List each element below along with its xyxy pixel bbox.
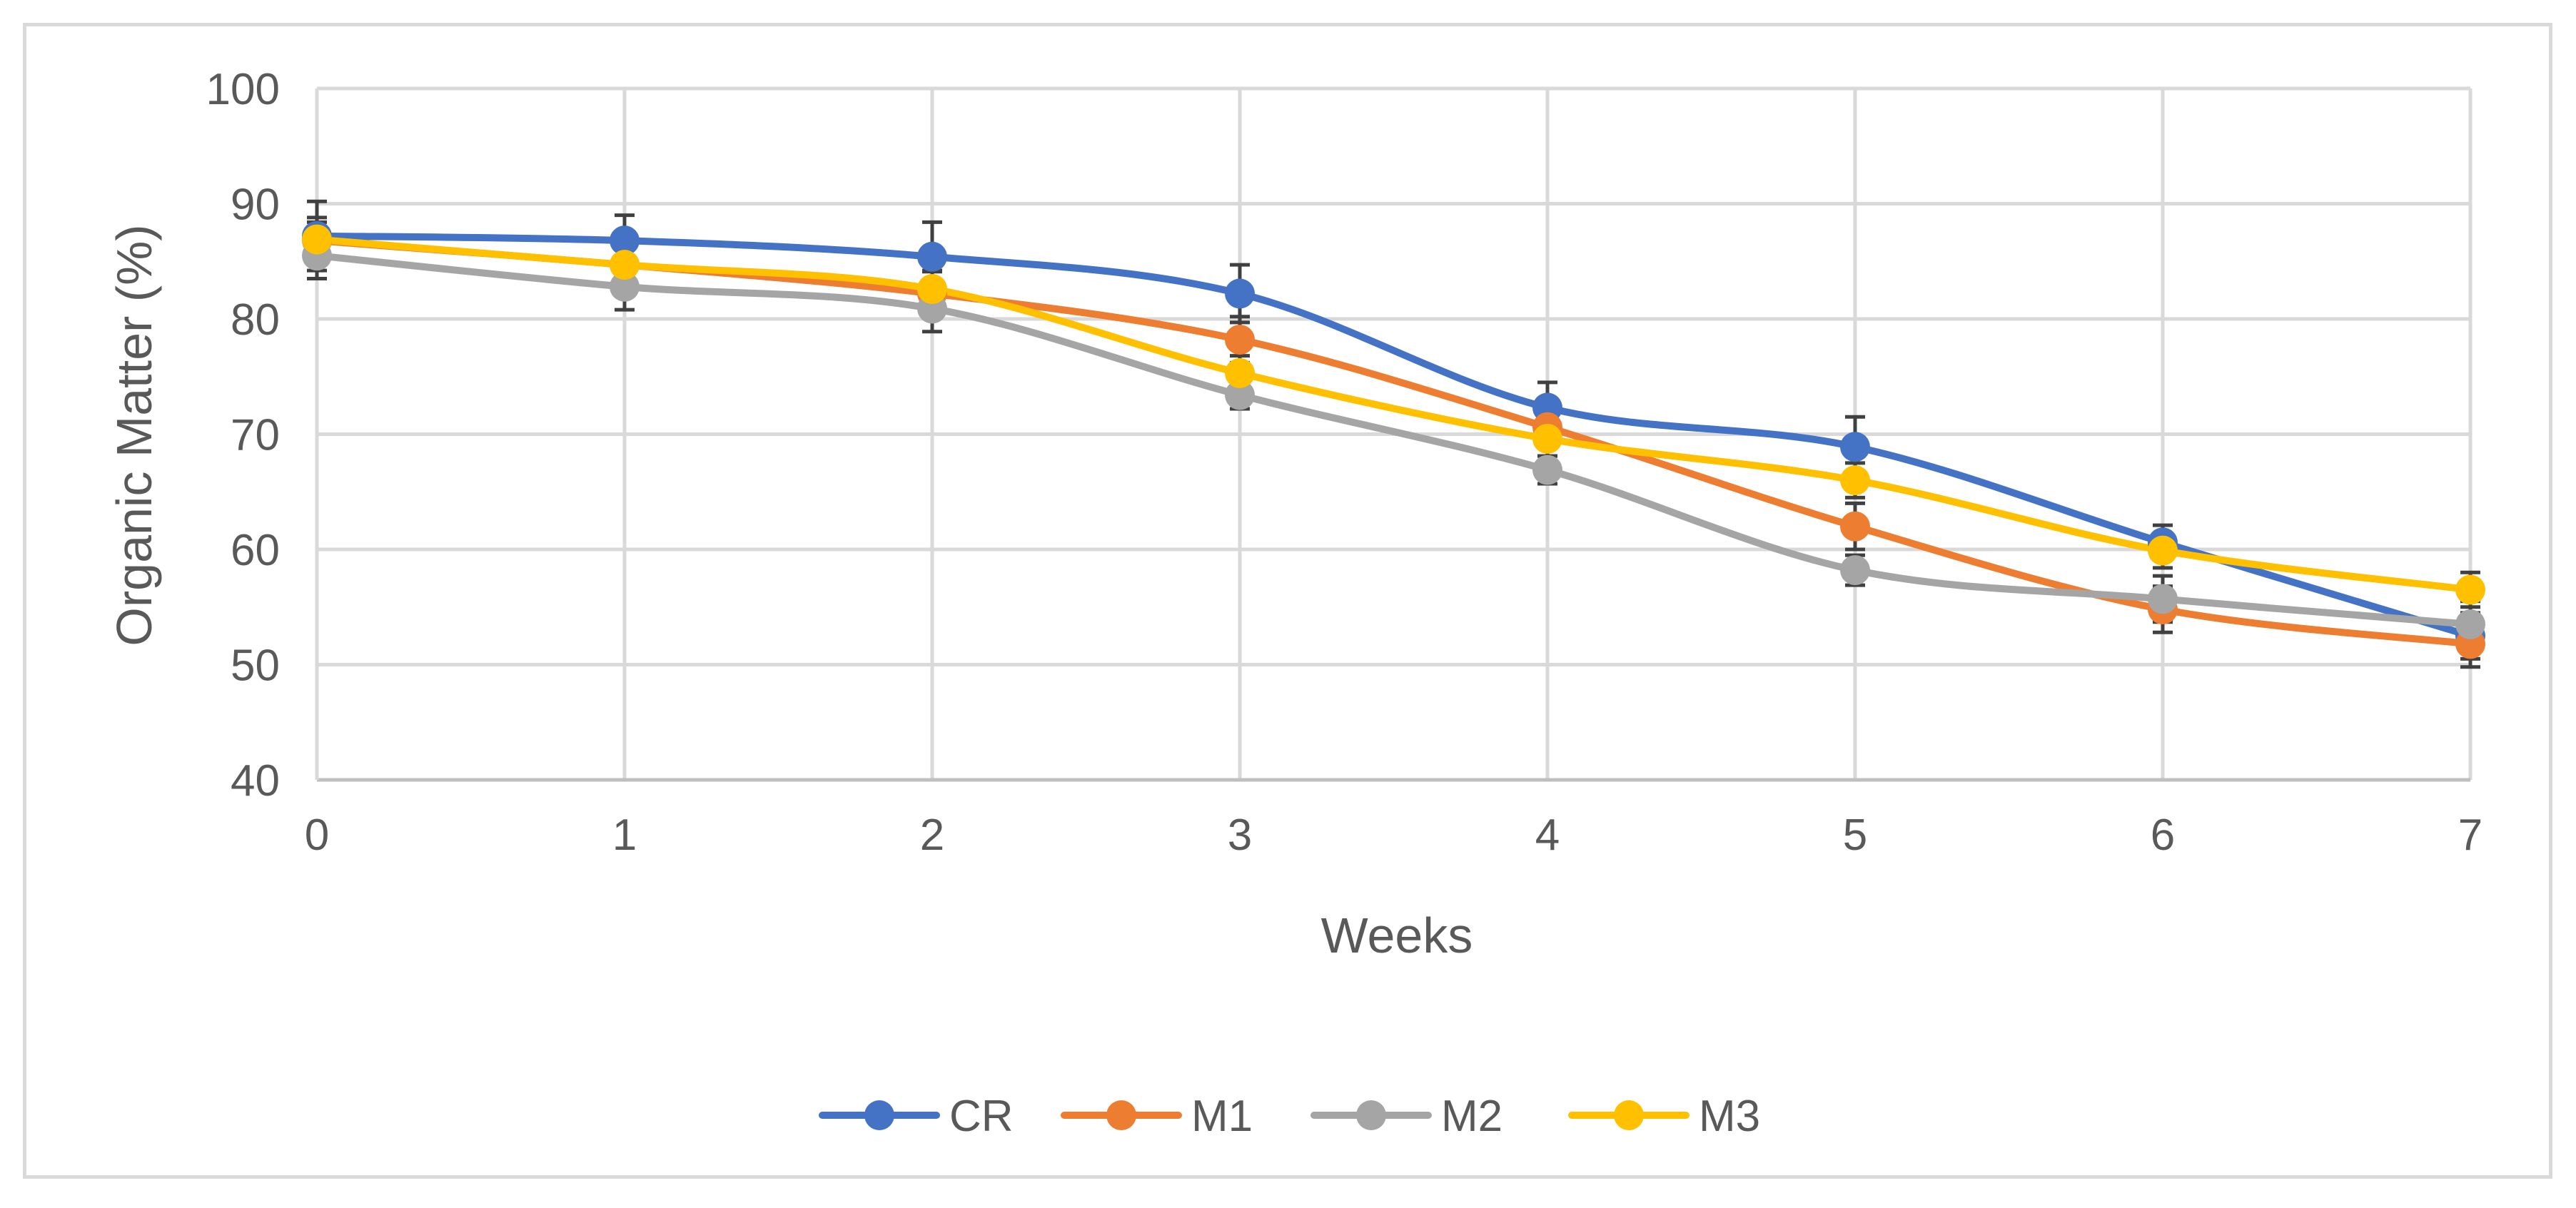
legend-marker-m1 xyxy=(1106,1100,1136,1130)
x-tick-label: 4 xyxy=(1535,811,1560,860)
series-markers xyxy=(302,220,2485,659)
legend-label-m2: M2 xyxy=(1441,1092,1502,1141)
data-point-m3 xyxy=(2455,574,2485,605)
legend-label-m1: M1 xyxy=(1191,1092,1253,1141)
tick-labels: 40 50 60 70 80 90 100 0 1 2 3 4 5 6 7 xyxy=(206,65,2483,860)
data-point-cr xyxy=(1840,432,1870,462)
x-tick-label: 0 xyxy=(305,811,329,860)
x-tick-label: 6 xyxy=(2151,811,2175,860)
y-tick-label: 60 xyxy=(231,526,280,575)
data-point-m2 xyxy=(1840,555,1870,586)
series-line-m2 xyxy=(313,252,2474,628)
data-point-m2 xyxy=(1532,455,1562,485)
legend: CR M1 M2 M3 xyxy=(819,1092,1760,1141)
data-point-m3 xyxy=(1840,465,1870,496)
data-point-m3 xyxy=(2148,535,2178,566)
legend-label-cr: CR xyxy=(949,1092,1014,1141)
x-tick-label: 1 xyxy=(612,811,637,860)
x-tick-label: 2 xyxy=(920,811,944,860)
legend-marker-m3 xyxy=(1614,1100,1644,1130)
data-point-m3 xyxy=(917,274,947,305)
data-point-cr xyxy=(610,225,640,256)
data-point-m3 xyxy=(1225,357,1255,388)
legend-marker-cr xyxy=(864,1100,894,1130)
data-point-cr xyxy=(917,241,947,272)
y-tick-label: 80 xyxy=(231,295,280,345)
series-line-m3 xyxy=(313,235,2474,594)
y-tick-label: 100 xyxy=(206,65,280,114)
series-lines xyxy=(313,232,2474,648)
data-point-m3 xyxy=(1532,423,1562,454)
y-axis-title: Organic Matter (%) xyxy=(106,224,162,646)
x-axis-title: Weeks xyxy=(1321,908,1473,963)
y-tick-label: 40 xyxy=(231,756,280,806)
x-tick-label: 3 xyxy=(1228,811,1252,860)
legend-marker-m2 xyxy=(1356,1100,1386,1130)
legend-label-m3: M3 xyxy=(1699,1092,1760,1141)
data-point-cr xyxy=(1225,278,1255,309)
x-tick-label: 7 xyxy=(2458,811,2482,860)
data-point-m1 xyxy=(1225,325,1255,355)
series-line-m1 xyxy=(313,237,2474,648)
x-tick-label: 5 xyxy=(1843,811,1867,860)
data-point-m2 xyxy=(610,271,640,302)
y-tick-label: 70 xyxy=(231,411,280,460)
data-point-m1 xyxy=(1840,511,1870,542)
data-point-m2 xyxy=(2455,609,2485,639)
data-point-m3 xyxy=(610,250,640,280)
data-point-m3 xyxy=(302,224,332,255)
data-point-m2 xyxy=(2148,584,2178,614)
y-tick-label: 50 xyxy=(231,641,280,691)
series-line-cr xyxy=(313,232,2474,640)
y-tick-label: 90 xyxy=(231,181,280,230)
data-point-m2 xyxy=(1225,380,1255,410)
